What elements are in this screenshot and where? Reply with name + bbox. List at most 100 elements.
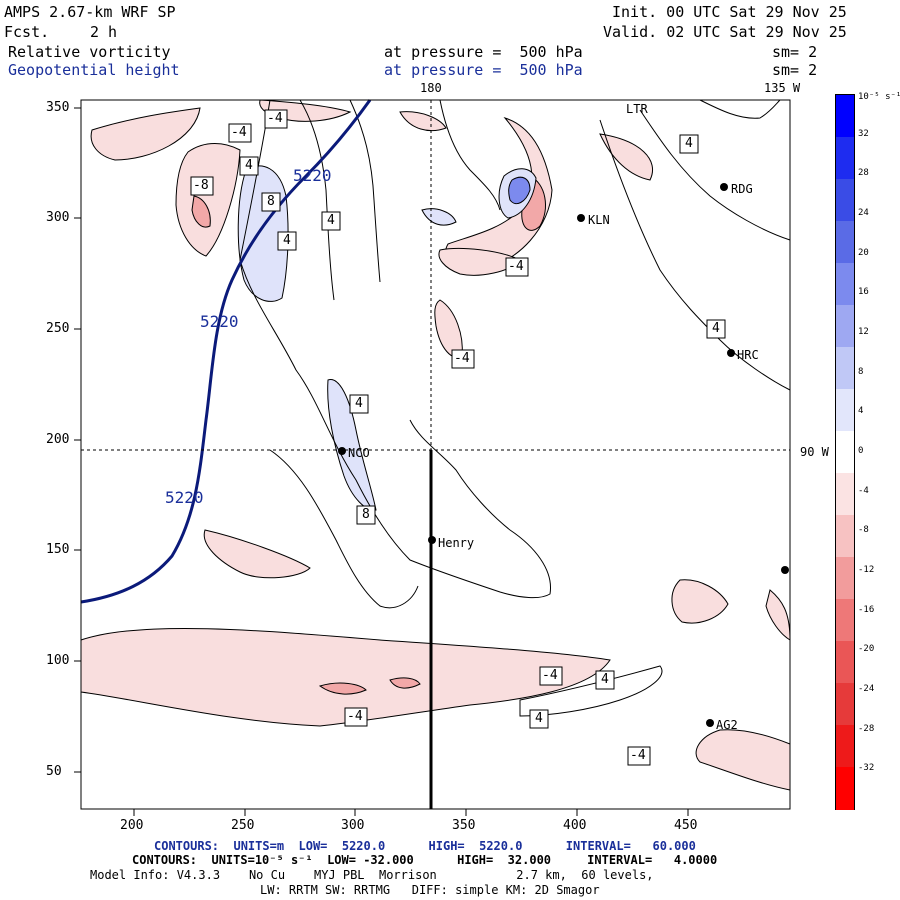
contour-label: 4 [283, 233, 291, 248]
init-time: Init. 00 UTC Sat 29 Nov 25 [612, 3, 847, 21]
positive-vorticity-fills [237, 165, 537, 511]
colorbar-segment [836, 95, 854, 138]
field1-smoothing: sm= 2 [772, 43, 818, 61]
contour-label: -8 [193, 178, 209, 193]
contour-label: 8 [267, 194, 275, 209]
y-tick-label: 150 [46, 542, 70, 557]
field2-name: Geopotential height [8, 61, 180, 79]
x-tick-label: 250 [231, 818, 255, 833]
colorbar-segment [836, 557, 854, 600]
lon-135w-label: 135 W [764, 81, 801, 95]
colorbar-unit: 10⁻⁵ s⁻¹ [858, 92, 900, 102]
colorbar-segment [836, 389, 854, 432]
model-title: AMPS 2.67-km WRF SP [4, 3, 176, 21]
fcst-value: 2 h [90, 23, 118, 41]
contour-label-boxes [190, 109, 726, 766]
contour-label: 4 [245, 158, 253, 173]
field1-name: Relative vorticity [8, 43, 171, 61]
positive-vorticity-core [508, 176, 531, 205]
colorbar-segment [836, 263, 854, 306]
contour-label: -4 [542, 668, 558, 683]
colorbar-segment [836, 137, 854, 180]
colorbar-label: -20 [858, 644, 875, 655]
field2-smoothing: sm= 2 [772, 61, 818, 79]
colorbar-label: -24 [858, 684, 875, 694]
x-tick-label: 350 [452, 818, 476, 833]
lat-90w-label: 90 W [800, 445, 829, 459]
colorbar-label: -12 [858, 565, 875, 575]
contour-label: -4 [630, 748, 646, 763]
colorbar-label: 12 [858, 327, 869, 337]
contour-label: 4 [327, 213, 335, 228]
station-markers [338, 183, 789, 727]
colorbar-label: 24 [858, 208, 869, 218]
valid-time: Valid. 02 UTC Sat 29 Nov 25 [603, 23, 847, 41]
station-label-henry: Henry [438, 536, 475, 550]
station-label-kln: KLN [588, 213, 610, 227]
colorbar-segment [836, 305, 854, 348]
colorbar-label: -16 [858, 604, 875, 615]
colorbar-segment [836, 599, 854, 642]
station-label-ag2: AG2 [716, 718, 738, 732]
colorbar-label: 20 [858, 247, 869, 258]
negative-vorticity-fills [80, 99, 791, 791]
station-label-rdg: RDG [731, 182, 753, 196]
colorbar-label: 4 [858, 406, 864, 417]
contour-label: -4 [454, 351, 470, 366]
colorbar-label: 0 [858, 446, 864, 456]
y-tick-label: 200 [46, 432, 70, 447]
contour-label: 4 [535, 711, 543, 726]
station-label-hrc: HRC [737, 348, 759, 362]
colorbar-segment [836, 515, 854, 558]
colorbar-segment [836, 179, 854, 222]
contour-label: -4 [347, 709, 363, 724]
height-contour-5220 [80, 99, 372, 604]
colorbar-segment [836, 431, 854, 474]
colorbar-label: 32 [858, 128, 869, 139]
y-tick-label: 50 [46, 764, 62, 779]
y-tick-label: 250 [46, 321, 70, 336]
contour-label: 4 [355, 396, 363, 411]
x-tick-label: 200 [120, 818, 144, 833]
y-tick-label: 100 [46, 653, 70, 668]
x-tick-label: 450 [674, 818, 698, 833]
colorbar-label: 8 [858, 366, 864, 377]
station-label-nco: NCO [348, 446, 370, 460]
contour-label: 4 [601, 672, 609, 687]
y-tick-label: 350 [46, 100, 70, 115]
contour-label: -4 [267, 111, 283, 126]
colorbar-segment [836, 725, 854, 768]
field1-level: at pressure = 500 hPa [384, 43, 583, 61]
axis-ticks [74, 107, 689, 816]
x-tick-label: 400 [563, 818, 587, 833]
height-label: 5220 [165, 488, 204, 507]
station-label-ltr: LTR [626, 102, 648, 116]
colorbar-segment [836, 683, 854, 726]
colorbar [835, 94, 855, 810]
colorbar-label: -8 [858, 525, 869, 536]
map-frame [80, 99, 791, 810]
colorbar-segment [836, 767, 854, 810]
x-tick-label: 300 [341, 818, 365, 833]
physics-info: LW: RRTM SW: RRTMG DIFF: simple KM: 2D S… [260, 883, 600, 897]
vorticity-contour-info: CONTOURS: UNITS=10⁻⁵ s⁻¹ LOW= -32.000 HI… [132, 853, 718, 867]
colorbar-segment [836, 473, 854, 516]
contour-label: 4 [685, 136, 693, 151]
colorbar-label: -4 [858, 485, 869, 496]
contour-label: -4 [508, 259, 524, 274]
height-label: 5220 [200, 312, 239, 331]
contour-label: -4 [231, 125, 247, 140]
colorbar-label: 28 [858, 168, 869, 179]
height-contour-info: CONTOURS: UNITS=m LOW= 5220.0 HIGH= 5220… [154, 839, 696, 853]
y-tick-label: 300 [46, 210, 70, 225]
colorbar-segment [836, 221, 854, 264]
model-info: Model Info: V4.3.3 No Cu MYJ PBL Morriso… [90, 868, 654, 882]
field2-level: at pressure = 500 hPa [384, 61, 583, 79]
height-label: 5220 [293, 166, 332, 185]
vorticity-contours [239, 99, 791, 717]
colorbar-segment [836, 641, 854, 684]
contour-label: 8 [362, 507, 370, 522]
colorbar-segment [836, 347, 854, 390]
colorbar-label: -28 [858, 723, 875, 734]
